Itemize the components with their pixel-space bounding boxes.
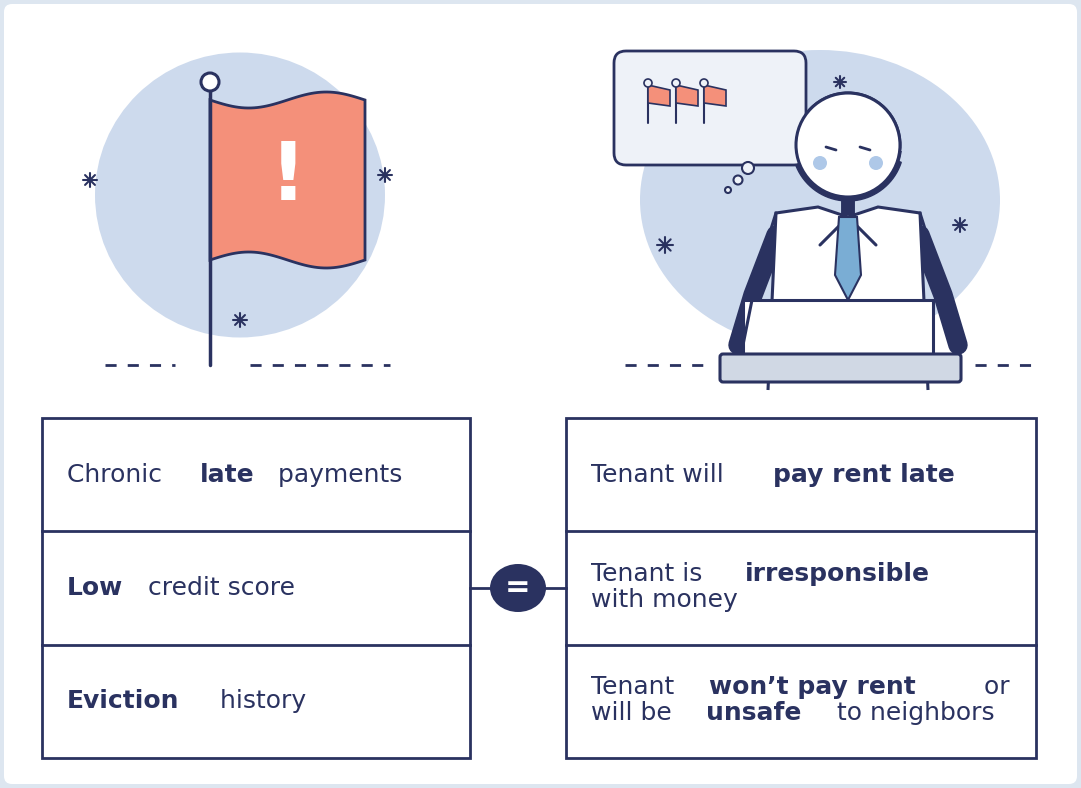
Circle shape [742, 162, 755, 174]
FancyBboxPatch shape [42, 418, 470, 758]
Ellipse shape [95, 53, 385, 337]
Text: Eviction: Eviction [67, 690, 179, 713]
Ellipse shape [640, 50, 1000, 350]
Text: with money: with money [591, 588, 737, 612]
Text: late: late [200, 463, 254, 487]
Circle shape [644, 79, 652, 87]
Text: payments: payments [270, 463, 403, 487]
Text: credit score: credit score [139, 576, 295, 600]
Text: unsafe: unsafe [706, 701, 801, 725]
Text: Tenant: Tenant [591, 675, 682, 699]
Text: Tenant is: Tenant is [591, 562, 710, 586]
Circle shape [869, 156, 883, 170]
Text: Low: Low [67, 576, 123, 600]
Circle shape [796, 93, 900, 197]
Text: irresponsible: irresponsible [745, 562, 930, 586]
Polygon shape [768, 207, 927, 390]
Circle shape [700, 79, 708, 87]
FancyBboxPatch shape [566, 418, 1036, 758]
Circle shape [796, 93, 900, 197]
FancyBboxPatch shape [4, 4, 1077, 784]
Text: or: or [975, 675, 1010, 699]
Text: =: = [505, 574, 531, 603]
Polygon shape [704, 85, 726, 106]
Polygon shape [648, 85, 670, 106]
Circle shape [201, 73, 219, 91]
Polygon shape [743, 300, 933, 355]
Polygon shape [835, 217, 860, 300]
Text: pay rent late: pay rent late [773, 463, 955, 487]
Text: will be: will be [591, 701, 680, 725]
Text: to neighbors: to neighbors [828, 701, 995, 725]
Text: Chronic: Chronic [67, 463, 170, 487]
FancyBboxPatch shape [614, 51, 806, 165]
Circle shape [734, 176, 743, 184]
Polygon shape [210, 92, 365, 268]
Polygon shape [676, 85, 698, 106]
Polygon shape [797, 153, 899, 197]
Text: history: history [212, 690, 306, 713]
Circle shape [725, 187, 731, 193]
Text: won’t pay rent: won’t pay rent [709, 675, 916, 699]
Ellipse shape [490, 564, 546, 612]
Circle shape [672, 79, 680, 87]
FancyBboxPatch shape [720, 354, 961, 382]
Text: Tenant will: Tenant will [591, 463, 732, 487]
Polygon shape [795, 161, 902, 201]
Text: !: ! [269, 139, 306, 217]
Circle shape [813, 156, 827, 170]
